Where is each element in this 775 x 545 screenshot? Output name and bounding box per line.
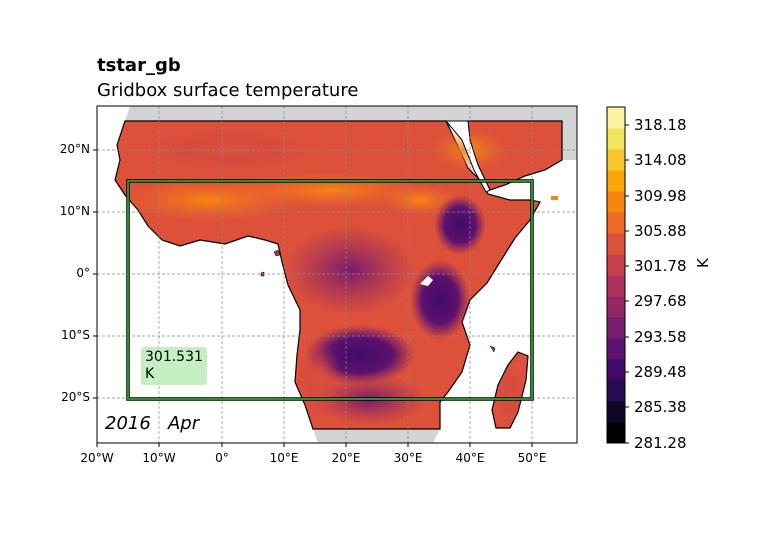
date-month: Apr [167,413,200,434]
date-label: 2016 Apr [105,413,199,434]
colorbar-band [607,107,625,129]
island-socotra [551,196,558,200]
temperature-field [114,120,563,430]
lon-label-20e: 20°E [331,451,361,465]
region-mean-annotation: 301.531 K [141,347,207,385]
colorbar-label-7: 293.58 [634,328,687,346]
colorbar-band [607,233,625,255]
lat-label-10s: 10°S [61,328,90,342]
colorbar-unit-label: K [694,258,712,268]
lon-label-40e: 40°E [455,451,485,465]
lon-label-30e: 30°E [393,451,423,465]
colorbar-label-3: 309.98 [634,187,687,205]
colorbar-label-1: 318.18 [634,116,687,134]
lake-victoria [420,276,433,286]
lon-label-10w: 10°W [142,451,176,465]
colorbar-band [607,296,625,318]
colorbar [607,107,625,444]
colorbar-band [607,359,625,381]
colorbar-label-6: 297.68 [634,292,687,310]
namibia-warm [298,340,342,420]
colorbar-band [607,338,625,360]
lon-label-50e: 50°E [517,451,547,465]
colorbar-label-2: 314.08 [634,151,687,169]
axis-ticks [93,149,533,447]
lat-label-0: 0° [76,266,90,280]
colorbar-label-8: 289.48 [634,363,687,381]
colorbar-band [607,170,625,192]
land-outside-data-arabia [440,106,577,160]
colorbar-band [607,128,625,150]
island-comoros [489,345,496,353]
date-year: 2016 [105,413,151,434]
variable-long-name-subtitle: Gridbox surface temperature [97,80,359,101]
red-sea [444,120,491,193]
region-mean-value: 301.531 [145,349,203,365]
colorbar-band [607,380,625,402]
madagascar-warm [498,365,522,425]
colorbar-band [607,191,625,213]
island-bioko [273,249,281,257]
colorbar-band [607,317,625,339]
land-outside-data-north [125,106,446,121]
lon-label-20w: 20°W [80,451,114,465]
colorbar-band [607,422,625,444]
region-box [127,180,533,400]
lon-label-0: 0° [215,451,229,465]
colorbar-label-4: 305.88 [634,222,687,240]
lat-label-20n: 20°N [59,142,90,156]
colorbar-band [607,401,625,423]
colorbar-band [607,149,625,171]
colorbar-label-9: 285.38 [634,398,687,416]
ethiopian-highlands-cool [434,195,486,255]
colorbar-band [607,254,625,276]
land-outside-data-south [313,429,440,443]
colorbar-band [607,212,625,234]
region-mean-unit: K [145,366,155,382]
lat-label-20s: 20°S [61,390,90,404]
lon-label-10e: 10°E [269,451,299,465]
colorbar-ticks [625,124,629,444]
lat-label-10n: 10°N [59,204,90,218]
colorbar-frame [606,106,626,444]
colorbar-label-10: 281.28 [634,434,687,452]
east-african-highlands-cool [410,260,470,340]
colorbar-label-5: 301.78 [634,257,687,275]
variable-name-title: tstar_gb [97,55,181,76]
congo-basin-cool [285,225,415,315]
colorbar-band [607,275,625,297]
